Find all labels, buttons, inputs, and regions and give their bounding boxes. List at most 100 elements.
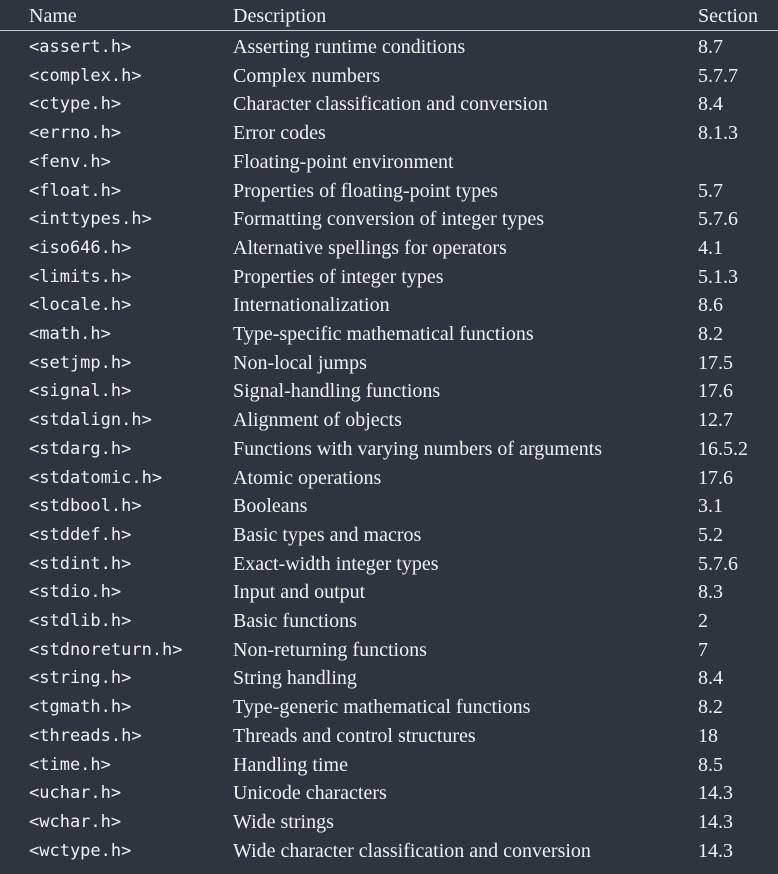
table-row: <limits.h> Properties of integer types 5.1… [0, 263, 778, 292]
description-cell: Properties of floating-point types [233, 179, 498, 202]
section-cell: 16.5.2 [698, 437, 748, 460]
header-name-cell: <wctype.h> [29, 840, 132, 861]
header-name-cell: <time.h> [29, 754, 111, 775]
description-cell: Non-returning functions [233, 638, 427, 661]
header-name-cell: <stdint.h> [29, 553, 132, 574]
description-cell: Non-local jumps [233, 351, 367, 374]
description-cell: Alignment of objects [233, 409, 402, 432]
header-name-cell: <setjmp.h> [29, 352, 132, 373]
table-row: <stdatomic.h> Atomic operations 17.6 [0, 464, 778, 493]
header-name-cell: <float.h> [29, 180, 122, 201]
table-header: Name Description Section [0, 2, 778, 31]
section-cell: 2 [698, 610, 708, 633]
table-row: <stdalign.h> Alignment of objects 12.7 [0, 406, 778, 435]
description-cell: Wide strings [233, 810, 334, 833]
table-row: <time.h> Handling time 8.5 [0, 751, 778, 780]
description-cell: Error codes [233, 122, 326, 145]
description-cell: Signal-handling functions [233, 380, 441, 403]
header-name-cell: <ctype.h> [29, 94, 122, 115]
section-cell: 3.1 [698, 495, 723, 518]
description-cell: Input and output [233, 581, 366, 604]
header-name-cell: <limits.h> [29, 266, 132, 287]
header-name-cell: <complex.h> [29, 65, 142, 86]
column-header-section: Section [698, 2, 778, 31]
section-cell: 8.4 [698, 93, 723, 116]
description-cell: Floating-point environment [233, 150, 454, 173]
table-row: <setjmp.h> Non-local jumps 17.5 [0, 349, 778, 378]
description-cell: Type-specific mathematical functions [233, 323, 534, 346]
column-header-description: Description [233, 2, 698, 31]
description-cell: Threads and control structures [233, 724, 476, 747]
section-cell: 5.7.7 [698, 64, 738, 87]
table-row: <stdio.h> Input and output 8.3 [0, 578, 778, 607]
section-cell: 8.4 [698, 667, 723, 690]
header-name-cell: <stdatomic.h> [29, 467, 163, 488]
section-cell: 5.7 [698, 179, 723, 202]
table-row: <wctype.h> Wide character classification … [0, 837, 778, 866]
header-name-cell: <stdlib.h> [29, 611, 132, 632]
section-cell: 5.7.6 [698, 552, 738, 575]
table-row: <errno.h> Error codes 8.1.3 [0, 119, 778, 148]
description-cell: Booleans [233, 495, 308, 518]
table-row: <stdnoreturn.h> Non-returning functions 7 [0, 636, 778, 665]
description-cell: Asserting runtime conditions [233, 36, 466, 58]
description-cell: Internationalization [233, 294, 390, 317]
header-name-cell: <iso646.h> [29, 237, 132, 258]
header-name-cell: <stdalign.h> [29, 410, 152, 431]
header-name-cell: <assert.h> [29, 37, 132, 57]
section-cell: 8.5 [698, 753, 723, 776]
table-row: <stdlib.h> Basic functions 2 [0, 607, 778, 636]
column-header-name: Name [0, 2, 233, 31]
description-cell: Formatting conversion of integer types [233, 208, 545, 231]
section-cell: 8.1.3 [698, 122, 738, 145]
table-row: <assert.h> Asserting runtime conditions 8.… [0, 31, 778, 62]
header-name-cell: <string.h> [29, 668, 132, 689]
table-row: <float.h> Properties of floating-point ty… [0, 177, 778, 206]
header-name-cell: <inttypes.h> [29, 209, 152, 230]
table-row: <tgmath.h> Type-generic mathematical func… [0, 693, 778, 722]
header-name-cell: <math.h> [29, 324, 111, 345]
section-cell: 8.2 [698, 323, 723, 346]
section-cell: 5.2 [698, 523, 723, 546]
header-name-cell: <threads.h> [29, 725, 142, 746]
section-cell: 7 [698, 638, 708, 661]
section-cell: 14.3 [698, 839, 733, 862]
description-cell: Wide character classification and conver… [233, 839, 591, 862]
table-row: <signal.h> Signal-handling functions 17.6 [0, 377, 778, 406]
header-name-cell: <wchar.h> [29, 811, 122, 832]
description-cell: Atomic operations [233, 466, 382, 489]
section-cell: 8.3 [698, 581, 723, 604]
section-cell: 14.3 [698, 782, 733, 805]
header-row: Name Description Section [0, 2, 778, 31]
table-row: <wchar.h> Wide strings 14.3 [0, 808, 778, 837]
table-row: <ctype.h> Character classification and co… [0, 90, 778, 119]
section-cell: 5.7.6 [698, 208, 738, 231]
header-name-cell: <locale.h> [29, 295, 132, 316]
header-name-cell: <stdio.h> [29, 582, 122, 603]
header-name-cell: <stdbool.h> [29, 496, 142, 517]
table-row: <inttypes.h> Formatting conversion of int… [0, 205, 778, 234]
table-row: <threads.h> Threads and control structure… [0, 722, 778, 751]
section-cell: 8.7 [698, 36, 723, 58]
description-cell: Character classification and conversion [233, 93, 548, 116]
table-row: <math.h> Type-specific mathematical funct… [0, 320, 778, 349]
section-cell: 8.6 [698, 294, 723, 317]
section-cell: 8.2 [698, 696, 723, 719]
section-cell: 14.3 [698, 810, 733, 833]
table-row: <fenv.h> Floating-point environment [0, 148, 778, 177]
table-row: <complex.h> Complex numbers 5.7.7 [0, 62, 778, 91]
section-cell: 5.1.3 [698, 265, 738, 288]
table-row: <stdbool.h> Booleans 3.1 [0, 492, 778, 521]
table-row: <stdarg.h> Functions with varying numbers… [0, 435, 778, 464]
section-cell: 12.7 [698, 409, 733, 432]
header-name-cell: <signal.h> [29, 381, 132, 402]
header-name-cell: <stddef.h> [29, 524, 132, 545]
description-cell: Alternative spellings for operators [233, 236, 507, 259]
header-name-cell: <uchar.h> [29, 783, 122, 804]
table-row: <stddef.h> Basic types and macros 5.2 [0, 521, 778, 550]
description-cell: Exact-width integer types [233, 552, 439, 575]
table-row: <string.h> String handling 8.4 [0, 664, 778, 693]
section-cell [698, 148, 778, 177]
